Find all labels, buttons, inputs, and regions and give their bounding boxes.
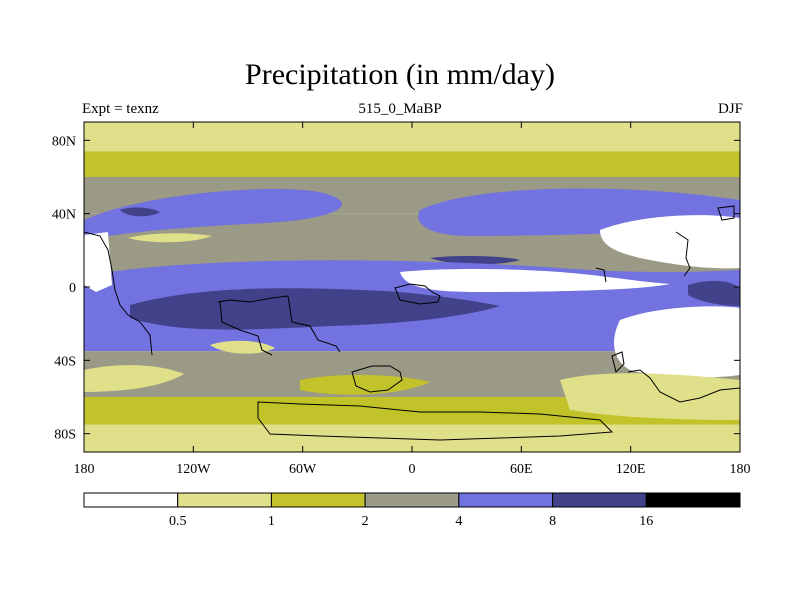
period-label: 515_0_MaBP [358, 101, 442, 117]
coastline-south-america [217, 295, 341, 353]
colorbar-label: 16 [639, 514, 653, 529]
coastline-antarctica [257, 401, 614, 441]
colorbar: 0.5 1 2 4 8 16 [83, 492, 741, 529]
coastline-east-peninsula [595, 267, 607, 283]
coastline-east-continent [675, 231, 691, 277]
moderate-patch-south [300, 374, 430, 395]
colorbar-swatch-6 [645, 492, 741, 508]
x-tick-label: 180 [74, 462, 95, 477]
coastline-island-south [351, 365, 403, 393]
dry-patch-east [600, 215, 740, 269]
light-patch-southwest [84, 365, 184, 392]
precip-band-1 [84, 151, 740, 177]
colorbar-label: 2 [362, 514, 369, 529]
colorbar-label: 0.5 [169, 514, 187, 529]
colorbar-label: 4 [455, 514, 462, 529]
east-rain-core [688, 280, 740, 306]
dry-patch-west [84, 232, 112, 292]
tropical-rainband-core [130, 288, 500, 330]
y-tick-label: 80S [54, 428, 76, 443]
colorbar-label: 8 [549, 514, 556, 529]
colorbar-swatch-5 [552, 492, 647, 508]
colorbar-swatch-1 [177, 492, 272, 508]
y-tick-label: 80N [52, 134, 76, 149]
dry-patch-equatorial [400, 269, 670, 292]
x-tick-label: 0 [409, 462, 416, 477]
x-tick-label: 60W [289, 462, 317, 477]
axes-layer: 180 120W 60W 0 60E 120E 180 80N 40N 0 40S 80S [52, 122, 751, 477]
x-tick-label: 60E [510, 462, 533, 477]
coastline-southeast [627, 369, 740, 403]
colorbar-swatch-4 [458, 492, 554, 508]
light-patch-southeast [560, 373, 740, 420]
light-patch-south [210, 340, 275, 354]
colorbar-label: 1 [268, 514, 275, 529]
light-patch-west [128, 233, 212, 243]
experiment-label: Expt = texnz [82, 101, 159, 117]
northern-storm-track-west [84, 188, 342, 240]
season-label: DJF [717, 101, 743, 117]
chart-title: Precipitation (in mm/day) [245, 58, 555, 91]
colorbar-swatch-3 [364, 492, 460, 508]
dry-patch-south-east [614, 306, 740, 378]
moderate-patch-antarctic [380, 403, 520, 417]
x-tick-label: 120W [176, 462, 211, 477]
colorbar-swatch-2 [270, 492, 366, 508]
storm-core-east [430, 255, 520, 265]
coastline-layer [84, 205, 740, 441]
y-tick-label: 40N [52, 208, 76, 223]
x-tick-label: 120E [616, 462, 646, 477]
y-tick-label: 40S [54, 354, 76, 369]
y-tick-label: 0 [69, 281, 76, 296]
coastline-west [84, 231, 153, 356]
storm-core-west [120, 207, 160, 217]
x-tick-label: 180 [730, 462, 751, 477]
coastline-equatorial-island [394, 283, 441, 305]
coastline-andes [219, 301, 273, 356]
coastline-southeast-island [611, 351, 625, 373]
coastline-northeast-island [717, 205, 735, 221]
colorbar-swatch-0 [83, 492, 179, 508]
map-layer [84, 122, 740, 452]
